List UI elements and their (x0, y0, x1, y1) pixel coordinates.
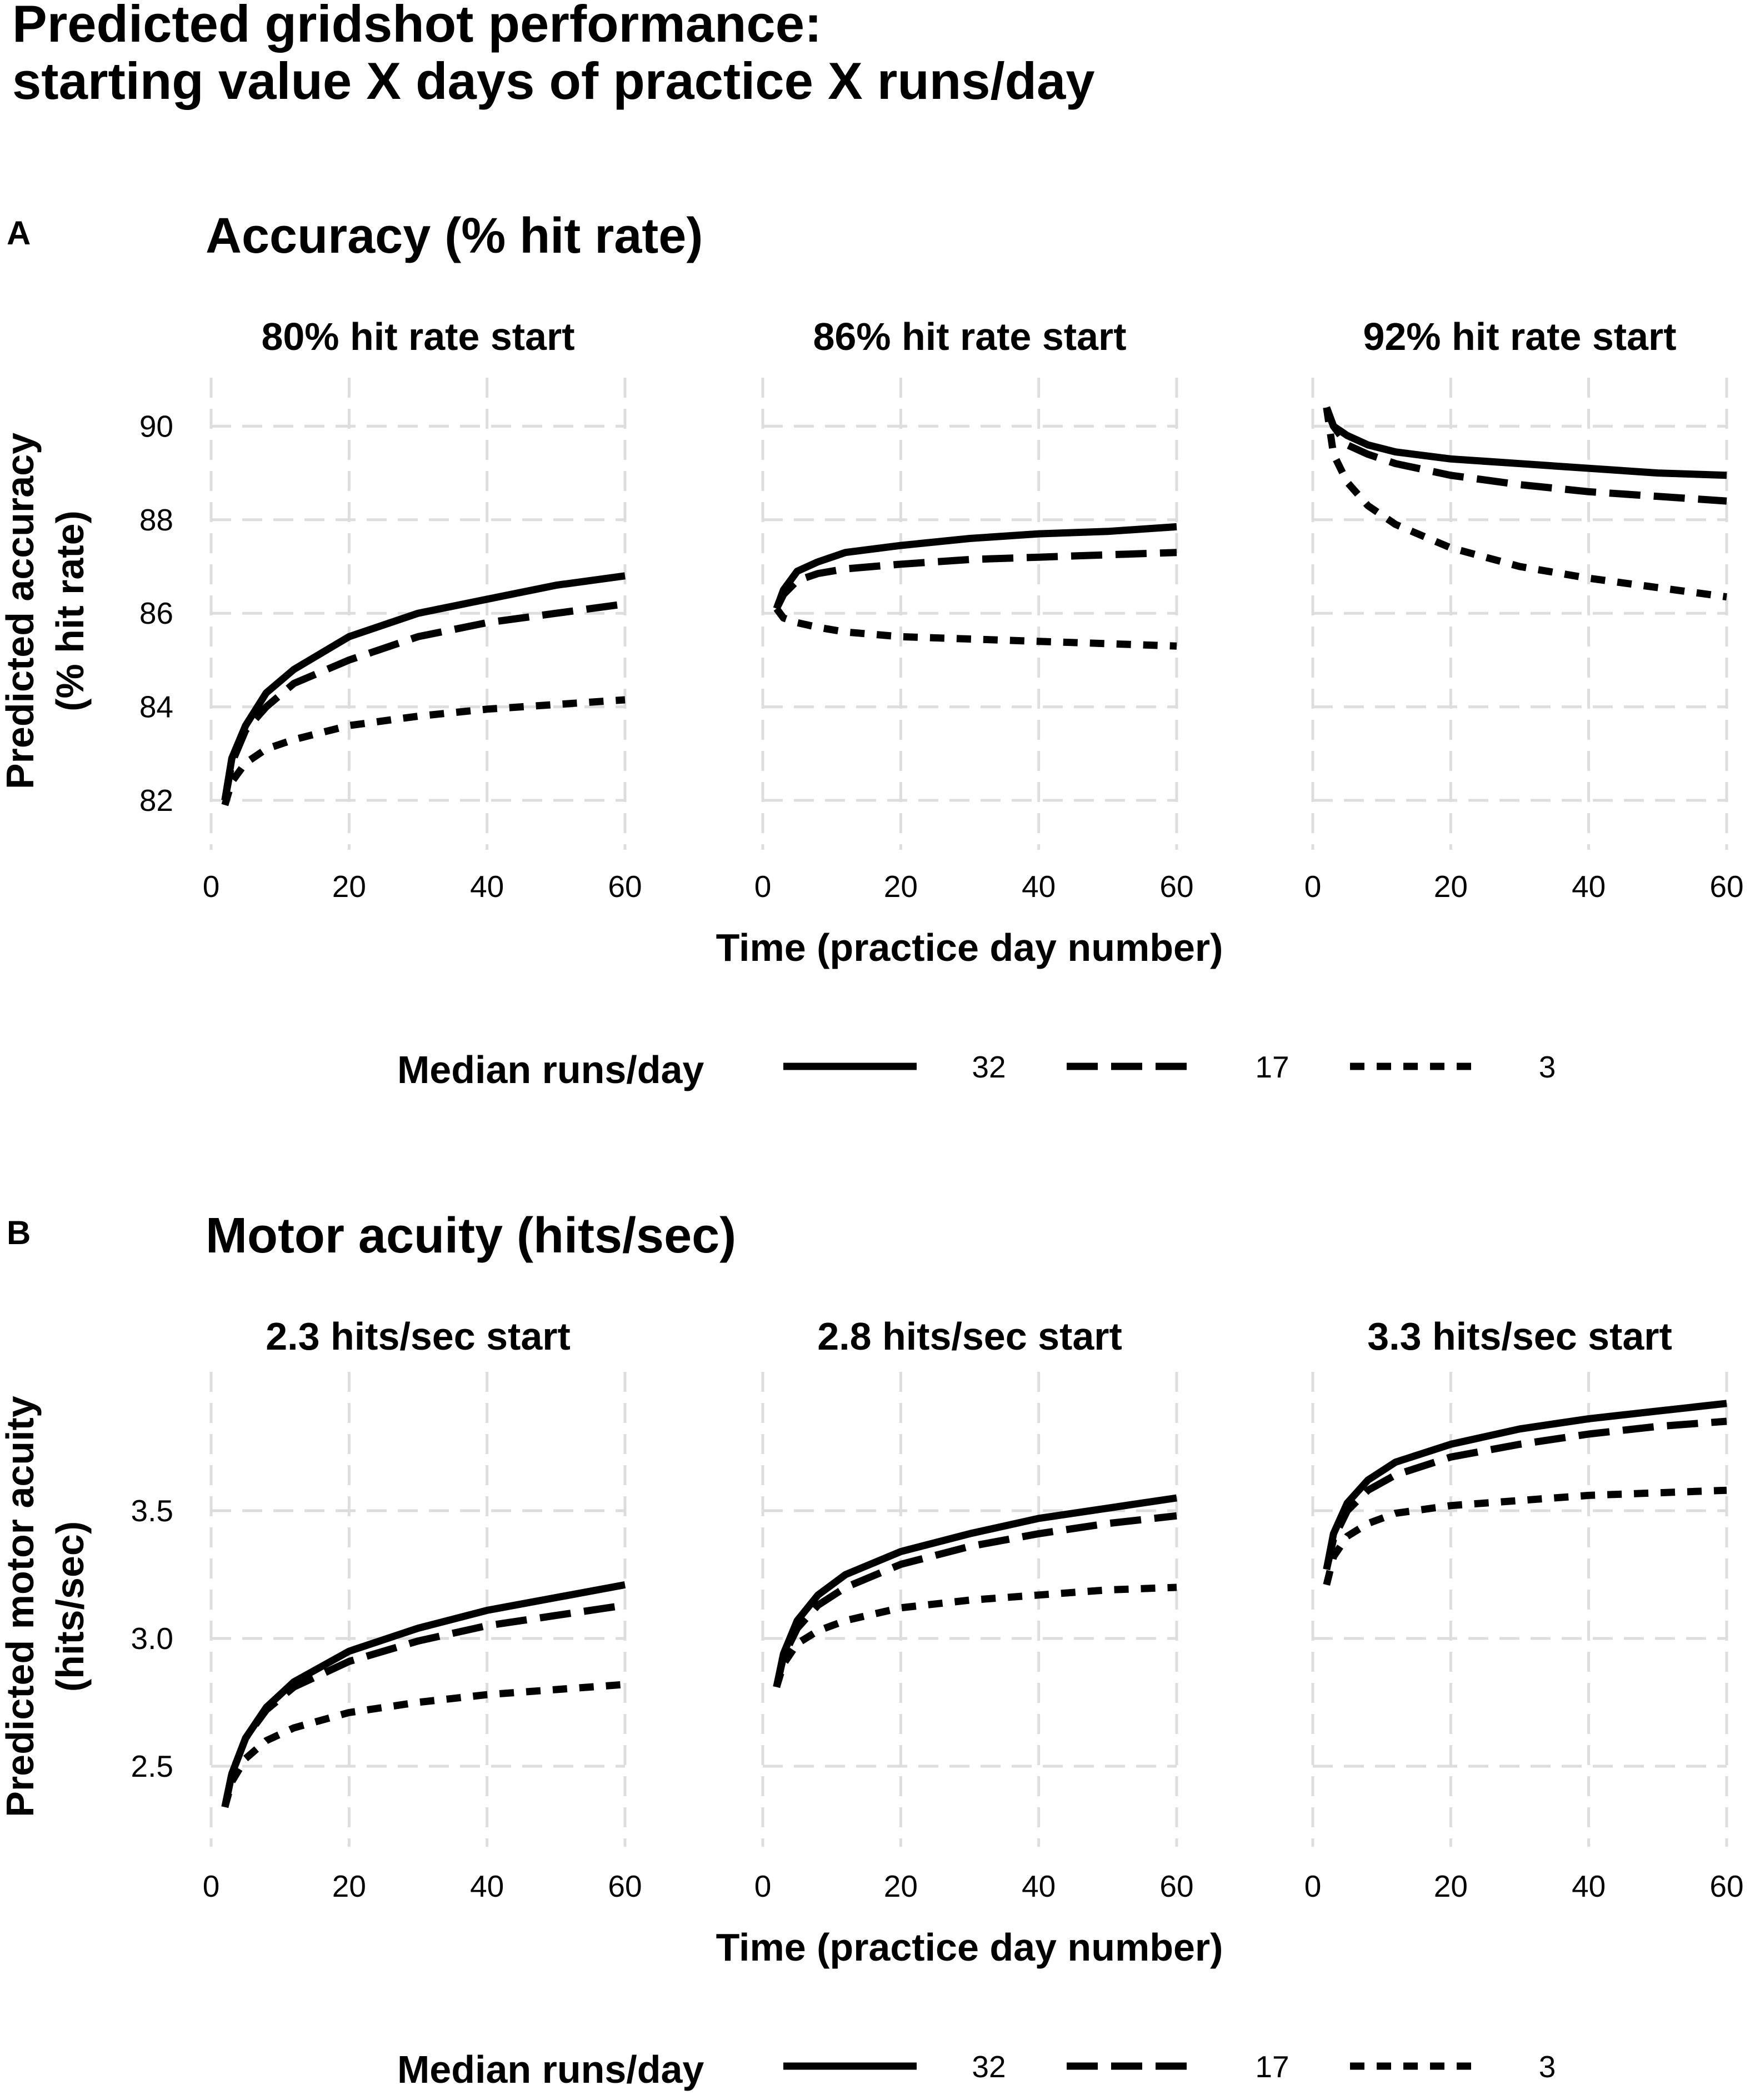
x-tick-label: 60 (1709, 1869, 1743, 1903)
facet-title: 3.3 hits/sec start (1367, 1315, 1672, 1358)
facet-1: 2.3 hits/sec start 0 20 40 60 2.5 3.0 3.5 (131, 1315, 642, 1903)
series-line-32 (1323, 1400, 1727, 1571)
panel-title: Accuracy (% hit rate) (206, 208, 703, 264)
y-tick-label: 86 (139, 596, 173, 630)
y-tick-label: 3.5 (131, 1493, 173, 1528)
y-tick-label: 84 (139, 690, 173, 724)
series-line-3 (1323, 407, 1727, 601)
x-axis-title: Time (practice day number) (716, 926, 1223, 969)
y-axis-title-line: Predicted accuracy (0, 433, 42, 789)
x-tick-label: 60 (1159, 1869, 1193, 1903)
x-tick-label: 40 (1572, 869, 1606, 904)
legend-title: Median runs/day (397, 1048, 704, 1091)
x-tick-label: 20 (1434, 1869, 1468, 1903)
x-tick-label: 20 (332, 869, 366, 904)
facet-title: 2.3 hits/sec start (266, 1315, 571, 1358)
x-tick-label: 0 (203, 869, 220, 904)
facet-title: 86% hit rate start (813, 315, 1126, 358)
series-line-17 (1323, 1417, 1727, 1571)
legend-label: 3 (1539, 1050, 1556, 1084)
series-line-3 (221, 1681, 626, 1808)
legend-label: 17 (1255, 2049, 1289, 2084)
y-axis-title-line: (hits/sec) (48, 1521, 92, 1692)
x-tick-label: 0 (1304, 869, 1322, 904)
series-line-3 (1323, 1486, 1727, 1586)
series-line-17 (773, 549, 1177, 610)
figure-title-line-1: Predicted gridshot performance: (12, 0, 822, 53)
y-axis-title-line: Predicted motor acuity (0, 1396, 42, 1817)
x-tick-label: 60 (608, 1869, 642, 1903)
panel-title: Motor acuity (hits/sec) (206, 1208, 736, 1264)
legend-label: 17 (1255, 1050, 1289, 1084)
x-tick-label: 0 (1304, 1869, 1322, 1903)
legend-label: 32 (972, 1050, 1006, 1084)
legend-title: Median runs/day (397, 2048, 704, 2091)
facet-2: 2.8 hits/sec start 0 20 40 60 (754, 1315, 1194, 1903)
y-tick-label: 3.0 (131, 1621, 173, 1656)
x-axis-title: Time (practice day number) (716, 1926, 1223, 1969)
x-tick-label: 40 (470, 869, 504, 904)
series-line-3 (773, 606, 1177, 650)
series-line-17 (773, 1512, 1177, 1688)
facet-3: 92% hit rate start 0 20 40 60 (1304, 315, 1744, 904)
x-tick-label: 0 (203, 1869, 220, 1903)
series-line-17 (221, 600, 626, 801)
x-tick-label: 0 (754, 1869, 772, 1903)
series-line-3 (773, 1583, 1177, 1688)
panel-letter: B (7, 1214, 31, 1251)
facet-3: 3.3 hits/sec start 0 20 40 60 (1304, 1315, 1744, 1903)
x-tick-label: 40 (470, 1869, 504, 1903)
facet-title: 2.8 hits/sec start (817, 1315, 1122, 1358)
y-tick-label: 88 (139, 503, 173, 537)
x-tick-label: 40 (1572, 1869, 1606, 1903)
x-tick-label: 20 (884, 1869, 918, 1903)
y-tick-label: 90 (139, 409, 173, 443)
legend: Median runs/day 32 17 3 (397, 2048, 1556, 2091)
series-line-32 (1323, 406, 1727, 479)
series-line-32 (221, 1581, 626, 1808)
x-tick-label: 60 (608, 869, 642, 904)
series-line-32 (773, 523, 1177, 610)
series-line-17 (1323, 406, 1727, 505)
x-tick-label: 20 (1434, 869, 1468, 904)
x-tick-label: 40 (1022, 1869, 1056, 1903)
facet-2: 86% hit rate start 0 20 40 60 (754, 315, 1194, 904)
panel-b: B Motor acuity (hits/sec) Predicted motor … (0, 1208, 1744, 2091)
legend-label: 32 (972, 2049, 1006, 2084)
x-tick-label: 0 (754, 869, 772, 904)
series-line-3 (221, 696, 626, 806)
panel-a: A Accuracy (% hit rate) Predicted accuracy… (0, 208, 1744, 1091)
x-tick-label: 40 (1022, 869, 1056, 904)
x-tick-label: 60 (1709, 869, 1743, 904)
y-axis-title-line: (% hit rate) (48, 510, 92, 711)
x-tick-label: 60 (1159, 869, 1193, 904)
figure-title-line-2: starting value X days of practice X runs… (12, 52, 1095, 110)
facet-1: 80% hit rate start 0 20 40 60 82 84 86 88 90 (139, 315, 642, 904)
legend: Median runs/day 32 17 3 (397, 1048, 1556, 1091)
legend-label: 3 (1539, 2049, 1556, 2084)
x-tick-label: 20 (332, 1869, 366, 1903)
facet-title: 80% hit rate start (261, 315, 574, 358)
panels: A Accuracy (% hit rate) Predicted accuracy… (0, 208, 1744, 2091)
y-tick-label: 82 (139, 783, 173, 818)
y-tick-label: 2.5 (131, 1749, 173, 1783)
x-tick-label: 20 (884, 869, 918, 904)
facet-title: 92% hit rate start (1363, 315, 1676, 358)
panel-letter: A (7, 214, 31, 252)
series-line-17 (221, 1601, 626, 1808)
